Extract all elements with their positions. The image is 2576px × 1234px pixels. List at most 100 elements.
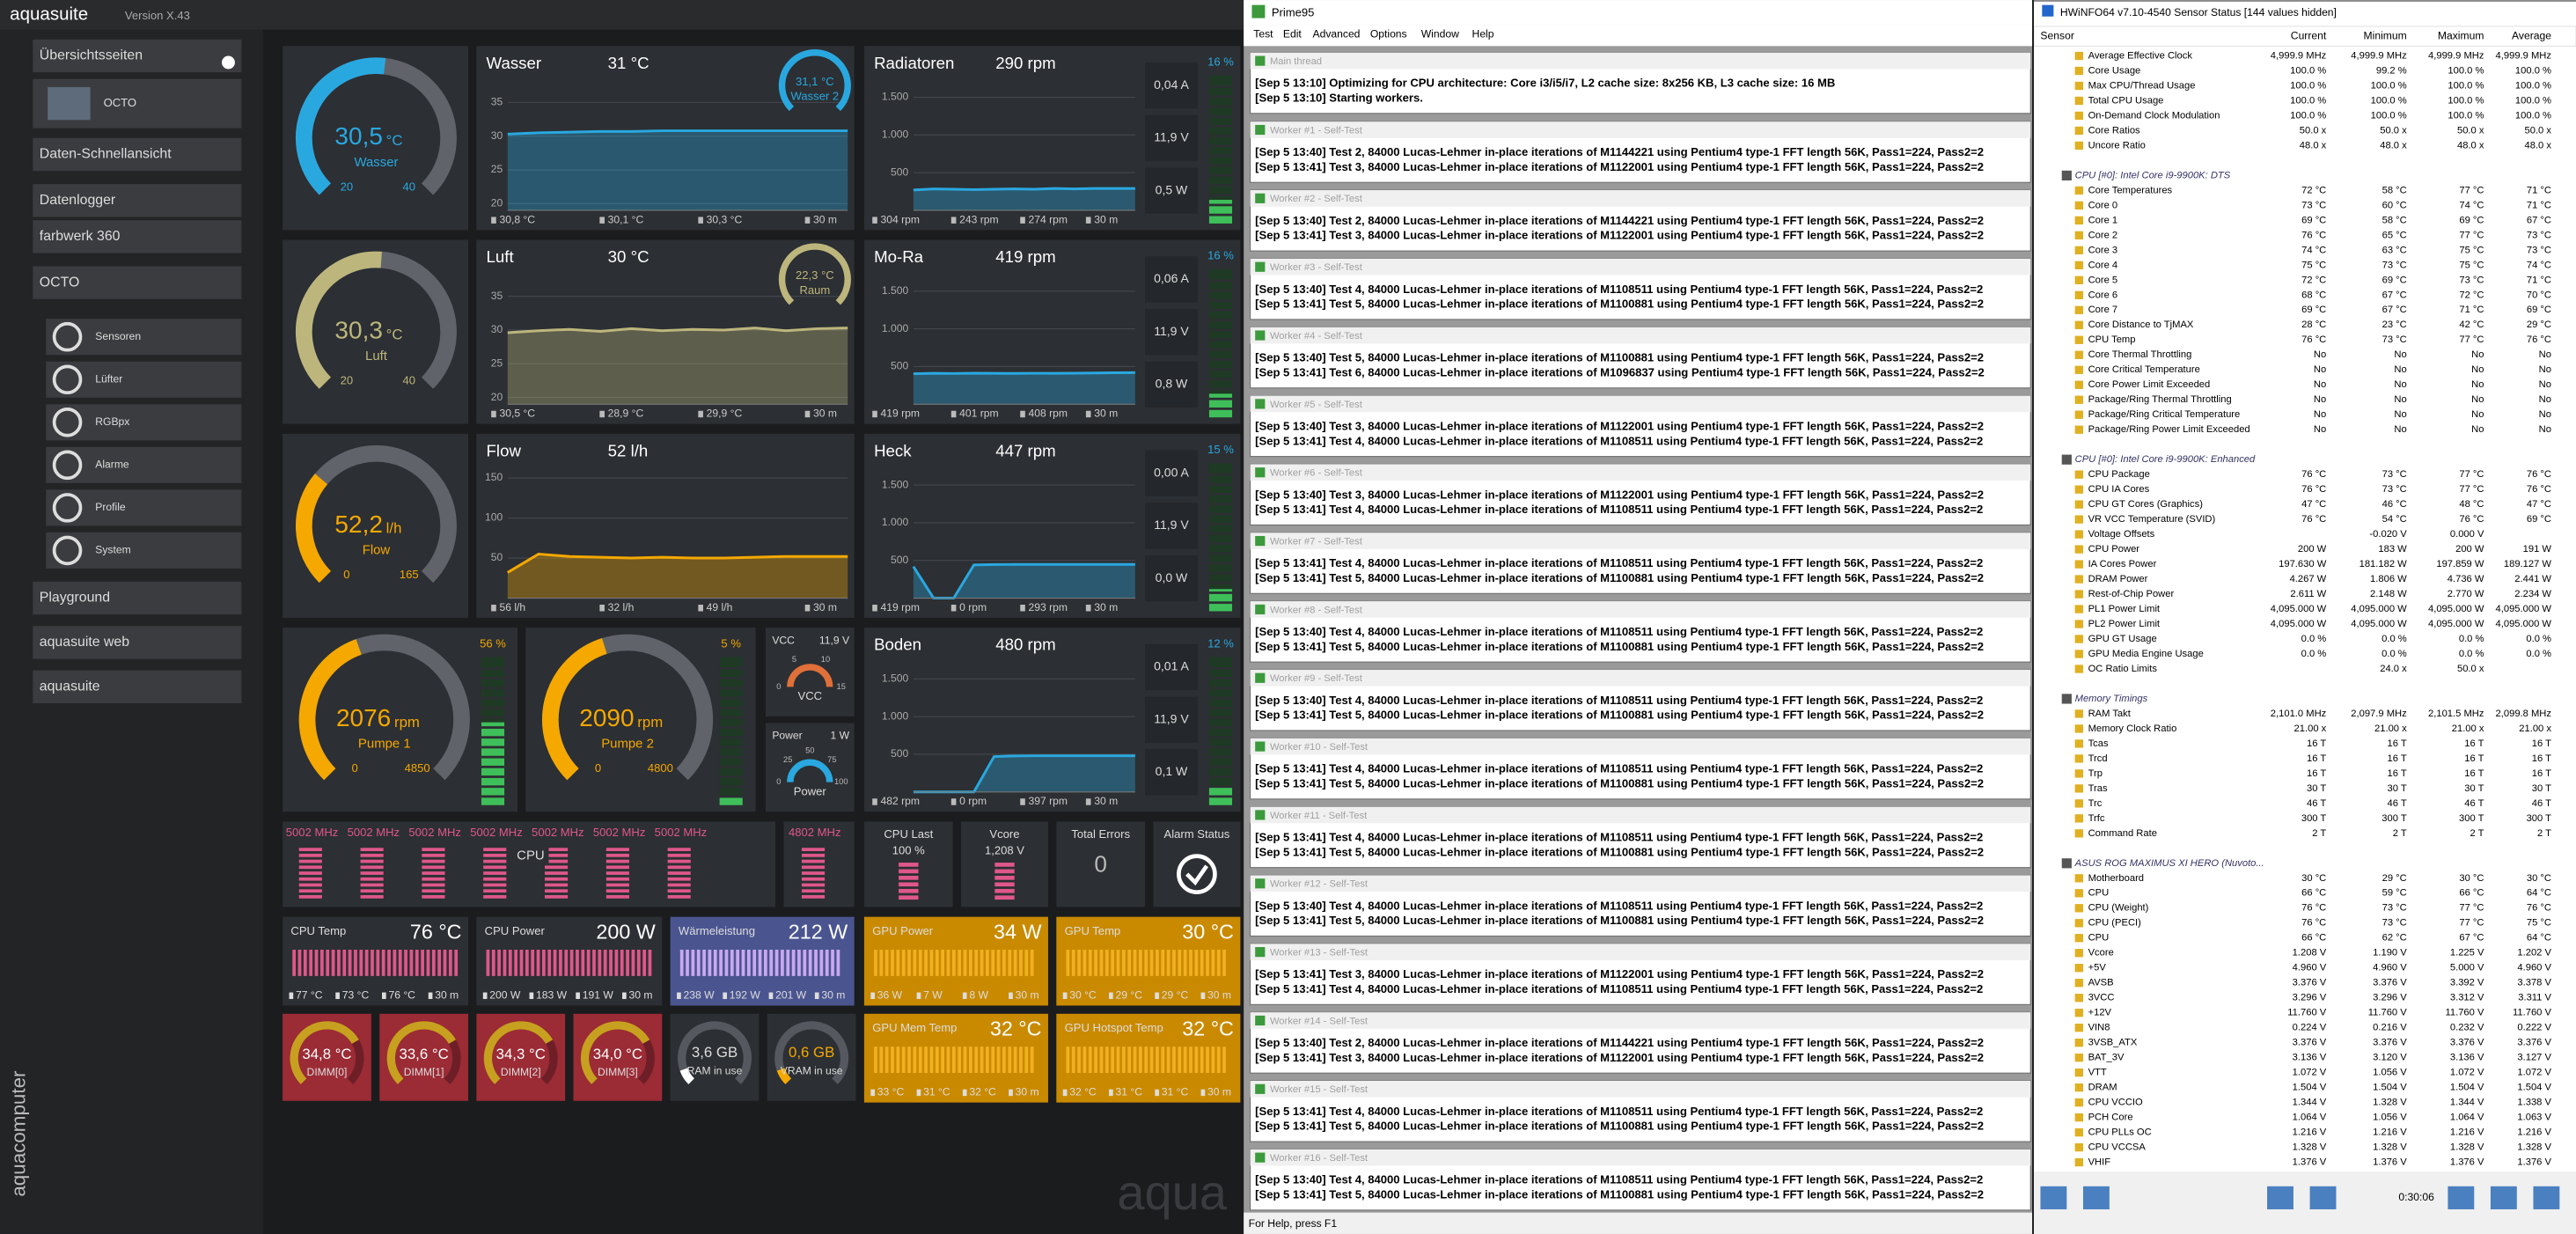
tile-value: 212 W: [789, 920, 848, 943]
nav-item[interactable]: [33, 626, 242, 659]
sensor-icon: [2074, 141, 2083, 151]
tile-bar: [958, 950, 962, 976]
child-icon: [1255, 810, 1266, 820]
nav-label[interactable]: Alarme: [95, 459, 129, 471]
percent-separator: [1208, 328, 1233, 332]
nav-label[interactable]: Daten-Schnellansicht: [40, 147, 172, 162]
sensor-value: 72 °C: [2301, 275, 2326, 285]
memory-value: 3,6 GB: [692, 1044, 738, 1061]
menu-item[interactable]: Window: [1421, 27, 1459, 40]
sensor-value: 4.960 V: [2517, 963, 2551, 973]
toolbar-button[interactable]: [2448, 1186, 2475, 1209]
tile-bar: [309, 950, 313, 976]
tile-bar: [1189, 950, 1193, 976]
nav-item[interactable]: [46, 404, 242, 441]
stat-icon: [1020, 410, 1025, 418]
nav-item[interactable]: [33, 220, 242, 253]
nav-item[interactable]: [33, 39, 242, 73]
sensor-value: 73 °C: [2527, 230, 2551, 240]
toolbar-button[interactable]: [2040, 1186, 2067, 1209]
menu-item[interactable]: Help: [1472, 27, 1494, 40]
nav-label[interactable]: Profile: [95, 501, 126, 513]
nav-label[interactable]: Datenlogger: [40, 193, 116, 208]
percent-separator: [719, 775, 743, 778]
clock-bar: [801, 853, 826, 857]
y-tick-label: 30: [491, 129, 503, 142]
toolbar-button[interactable]: [2267, 1186, 2293, 1209]
add-icon[interactable]: [222, 55, 235, 70]
sensor-value: 3.376 V: [2450, 1038, 2484, 1048]
toolbar-button[interactable]: [2533, 1186, 2560, 1209]
nav-label[interactable]: aquasuite: [40, 679, 100, 694]
tile-bar: [691, 950, 695, 976]
nav-label[interactable]: farbwerk 360: [40, 229, 121, 244]
clock-bar: [483, 859, 507, 863]
sensor-icon: [2074, 814, 2083, 823]
nav-item[interactable]: [46, 319, 242, 356]
toolbar-button[interactable]: [2309, 1186, 2337, 1209]
sensor-value: 1.328 V: [2373, 1098, 2407, 1108]
sensor-value: 30 T: [2532, 783, 2551, 794]
tile-bar: [1024, 1047, 1029, 1074]
sensor-icon: [2074, 380, 2083, 389]
nav-label[interactable]: RGBpx: [95, 415, 129, 428]
nav-label[interactable]: aquasuite web: [40, 635, 129, 650]
nav-item[interactable]: [33, 670, 242, 704]
nav-label[interactable]: Lüfter: [95, 372, 122, 385]
nav-label[interactable]: Sensoren: [95, 330, 141, 342]
clock-bar: [801, 889, 826, 893]
menu-item[interactable]: Advanced: [1313, 27, 1361, 40]
toolbar-button[interactable]: [2490, 1186, 2517, 1209]
small-gauge-title: VCC: [772, 634, 795, 646]
tile-bar: [1149, 950, 1154, 976]
child-title-bar: [1250, 601, 2031, 618]
menu-item[interactable]: Edit: [1283, 27, 1303, 40]
nav-item[interactable]: [33, 184, 242, 217]
nav-label[interactable]: OCTO: [104, 96, 136, 109]
clock-bar: [422, 883, 445, 887]
tile-bar: [1077, 950, 1081, 976]
nav-label[interactable]: System: [95, 544, 130, 556]
sensor-name: Core 4: [2088, 260, 2118, 270]
sensor-value: 0.216 V: [2373, 1023, 2407, 1033]
nav-item[interactable]: [46, 532, 242, 569]
nav-item[interactable]: [46, 446, 242, 483]
menu-item[interactable]: Options: [1370, 27, 1407, 40]
menu-bar: [1244, 25, 2033, 47]
clock-bar: [545, 865, 569, 870]
sensor-value: 47 °C: [2527, 499, 2551, 510]
sensor-icon: [2074, 829, 2083, 838]
toolbar-button[interactable]: [2082, 1186, 2110, 1209]
sensor-name: Uncore Ratio: [2088, 140, 2146, 151]
sensor-icon: [2074, 470, 2083, 479]
fan-current: 290 rpm: [995, 54, 1055, 72]
stat-label: 397 rpm: [1029, 795, 1068, 807]
menu-item[interactable]: Test: [1253, 27, 1273, 40]
percent-separator: [1208, 289, 1233, 292]
nav-item[interactable]: [46, 361, 242, 398]
group-icon: [2061, 454, 2072, 465]
child-title-bar: [1250, 190, 2031, 207]
sensor-value: 1.376 V: [2450, 1157, 2484, 1168]
log-line: [Sep 5 13:40] Test 5, 84000 Lucas-Lehmer…: [1255, 351, 1984, 364]
log-line: [Sep 5 13:41] Test 3, 84000 Lucas-Lehmer…: [1255, 229, 1984, 242]
nav-item[interactable]: [33, 266, 242, 299]
tile-bar: [924, 950, 928, 976]
nav-label[interactable]: Playground: [40, 591, 110, 606]
gauge-unit: rpm: [394, 714, 420, 731]
nav-label[interactable]: Übersichtsseiten: [40, 48, 143, 63]
nav-item[interactable]: [33, 581, 242, 615]
nav-item[interactable]: [33, 137, 242, 172]
sensor-icon: [2074, 994, 2083, 1003]
sensor-value: 42 °C: [2459, 320, 2484, 330]
nav-label[interactable]: OCTO: [40, 275, 80, 290]
y-tick-label: 1.000: [882, 129, 909, 141]
line: [913, 187, 1135, 192]
tile-bar: [791, 950, 796, 976]
sensor-icon: [2074, 1083, 2083, 1092]
memory-ring: [678, 1021, 752, 1084]
percent-separator: [719, 687, 743, 690]
nav-item[interactable]: [46, 489, 242, 526]
stat-label: 30 m: [1094, 213, 1118, 225]
y-tick-label: 35: [491, 96, 503, 108]
